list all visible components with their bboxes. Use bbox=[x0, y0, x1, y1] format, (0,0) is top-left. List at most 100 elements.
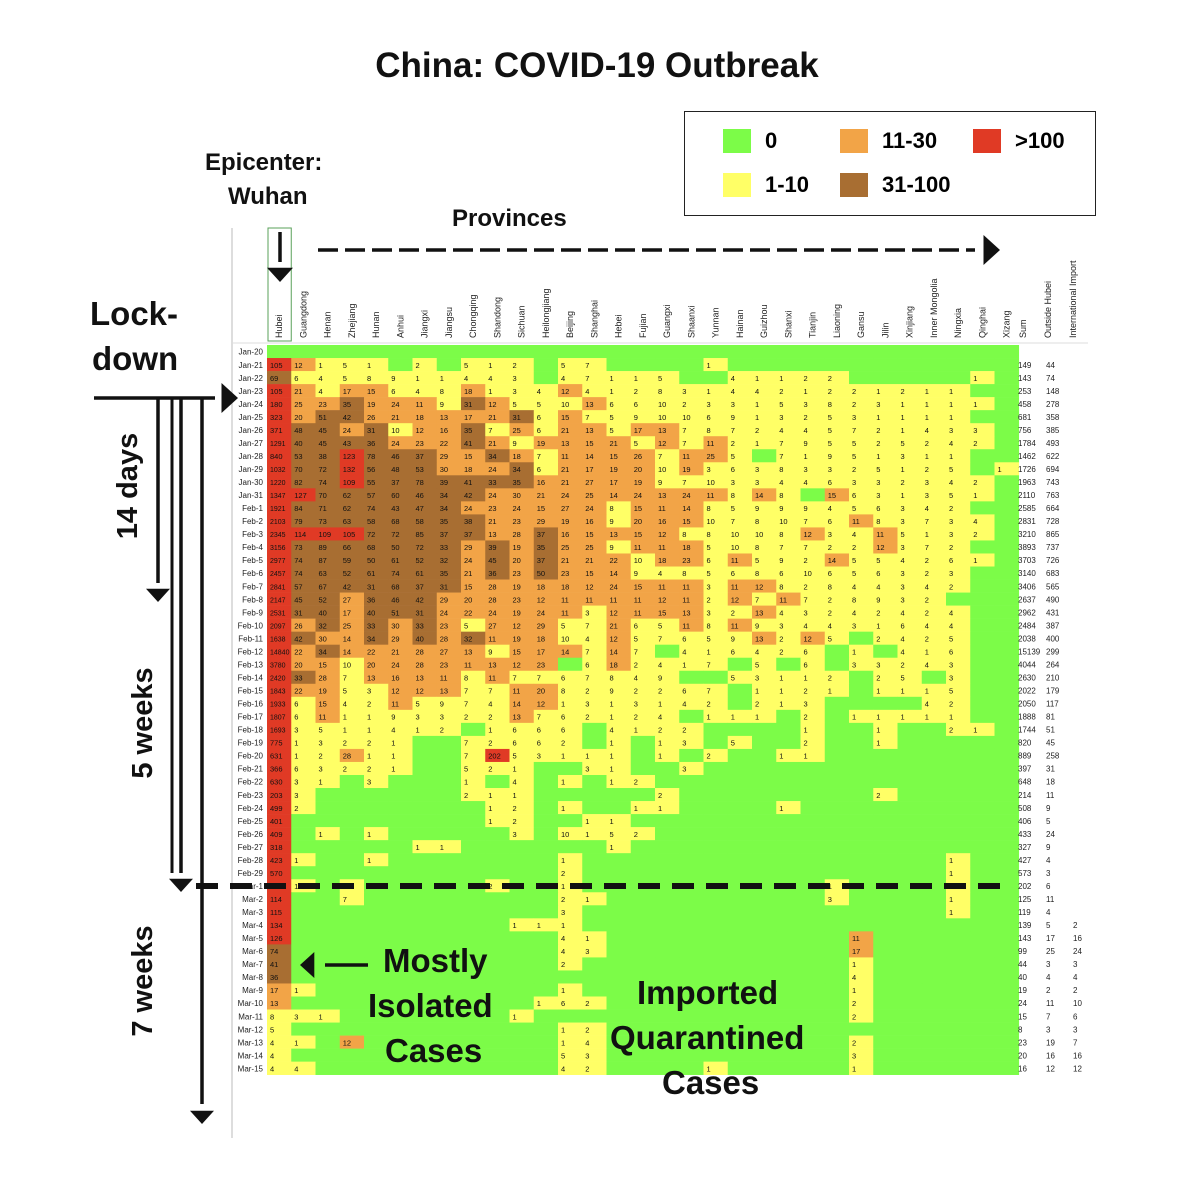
heatmap-cell bbox=[364, 501, 389, 515]
heatmap-cell bbox=[655, 722, 680, 737]
heatmap-cell bbox=[461, 605, 486, 619]
cell-value: 1 bbox=[488, 817, 492, 826]
summary-value: 565 bbox=[1046, 582, 1060, 591]
cell-value: 6 bbox=[949, 556, 953, 565]
heatmap-cell bbox=[291, 345, 316, 359]
cell-value: 10 bbox=[561, 400, 569, 409]
column-header: Tianjin bbox=[808, 312, 818, 338]
cell-value: 2 bbox=[731, 608, 735, 617]
cell-value: 1 bbox=[488, 791, 492, 800]
heatmap-cell bbox=[849, 840, 874, 854]
heatmap-cell bbox=[994, 475, 1020, 489]
legend-item-gt100: >100 bbox=[973, 128, 1065, 154]
summary-value: 5 bbox=[1046, 817, 1051, 826]
heatmap-cell bbox=[679, 501, 704, 515]
row-date-label: Feb-22 bbox=[238, 778, 264, 787]
heatmap-cell bbox=[485, 1061, 510, 1075]
heatmap-cell bbox=[315, 696, 341, 711]
cell-value: 4 bbox=[585, 1038, 589, 1047]
cell-value: 7 bbox=[634, 647, 638, 656]
heatmap-cell bbox=[946, 722, 971, 737]
heatmap-cell bbox=[849, 345, 874, 359]
cell-value: 1 bbox=[804, 387, 808, 396]
cell-value: 1 bbox=[901, 713, 905, 722]
heatmap-cell bbox=[364, 423, 389, 437]
heatmap-cell bbox=[994, 957, 1020, 971]
heatmap-cell bbox=[388, 644, 413, 659]
heatmap-cell bbox=[800, 735, 826, 750]
heatmap-cell bbox=[606, 735, 632, 750]
heatmap-cell bbox=[339, 631, 365, 645]
cell-value: 4 bbox=[901, 647, 905, 656]
heatmap-cell bbox=[509, 657, 535, 672]
heatmap-cell bbox=[946, 436, 971, 450]
heatmap-cell bbox=[897, 527, 923, 541]
heatmap-cell bbox=[388, 683, 413, 698]
heatmap-cell bbox=[849, 657, 874, 672]
heatmap-cell bbox=[946, 788, 971, 802]
heatmap-cell bbox=[873, 410, 898, 424]
cell-value: 15 bbox=[610, 452, 618, 461]
cell-value: 36 bbox=[270, 973, 278, 982]
heatmap-cell bbox=[679, 709, 704, 724]
heatmap-cell bbox=[873, 579, 898, 593]
summary-value: 743 bbox=[1046, 478, 1060, 487]
heatmap-cell bbox=[921, 540, 947, 554]
summary-value: 7 bbox=[1046, 1012, 1051, 1021]
heatmap-cell bbox=[752, 814, 777, 828]
heatmap-cell bbox=[800, 970, 826, 984]
heatmap-cell bbox=[436, 540, 462, 554]
cell-value: 35 bbox=[464, 426, 472, 435]
heatmap-cell bbox=[703, 722, 729, 737]
cell-value: 1220 bbox=[270, 480, 286, 487]
heatmap-cell bbox=[970, 358, 995, 372]
cell-value: 14 bbox=[610, 569, 618, 578]
heatmap-cell bbox=[533, 944, 559, 958]
heatmap-cell bbox=[606, 761, 632, 776]
heatmap-cell bbox=[970, 840, 995, 854]
heatmap-cell bbox=[485, 423, 510, 437]
heatmap-cell bbox=[267, 761, 292, 776]
cell-value: 5 bbox=[852, 504, 856, 513]
cell-value: 2 bbox=[585, 999, 589, 1008]
heatmap-cell bbox=[582, 462, 607, 476]
cell-value: 82 bbox=[294, 478, 302, 487]
cell-value: 6 bbox=[561, 999, 565, 1008]
heatmap-cell bbox=[364, 761, 389, 776]
heatmap-cell bbox=[824, 592, 850, 606]
heatmap-cell bbox=[873, 540, 898, 554]
cell-value: 105 bbox=[270, 361, 283, 370]
cell-value: 2 bbox=[804, 374, 808, 383]
cell-value: 24 bbox=[488, 465, 496, 474]
heatmap-cell bbox=[727, 449, 753, 463]
heatmap-cell bbox=[873, 1061, 898, 1075]
heatmap-cell bbox=[873, 761, 898, 776]
heatmap-cell bbox=[727, 670, 753, 685]
cell-value: 1 bbox=[949, 713, 953, 722]
cell-value: 4 bbox=[925, 660, 929, 669]
heatmap-cell bbox=[824, 501, 850, 515]
heatmap-cell bbox=[339, 931, 365, 945]
cell-value: 26 bbox=[294, 621, 302, 630]
cell-value: 1 bbox=[391, 765, 395, 774]
heatmap-cell bbox=[727, 358, 753, 372]
cell-value: 89 bbox=[319, 543, 327, 552]
heatmap-cell bbox=[315, 514, 341, 528]
heatmap-cell bbox=[412, 449, 438, 463]
cell-value: 68 bbox=[367, 543, 375, 552]
column-header: Guangxi bbox=[662, 304, 672, 338]
cell-value: 3 bbox=[440, 713, 444, 722]
cell-value: 1 bbox=[925, 530, 929, 539]
cell-value: 73 bbox=[319, 517, 327, 526]
cell-value: 1 bbox=[998, 465, 1002, 474]
cell-value: 9 bbox=[658, 478, 662, 487]
column-header: Shandong bbox=[492, 297, 502, 338]
cell-value: 4 bbox=[731, 387, 735, 396]
heatmap-cell bbox=[606, 566, 632, 580]
heatmap-cell bbox=[994, 345, 1020, 359]
row-date-label: Feb-19 bbox=[238, 739, 264, 748]
heatmap-cell bbox=[339, 788, 365, 802]
cell-value: 3 bbox=[804, 700, 808, 709]
cell-value: 2 bbox=[707, 595, 711, 604]
heatmap-cell bbox=[436, 970, 462, 984]
